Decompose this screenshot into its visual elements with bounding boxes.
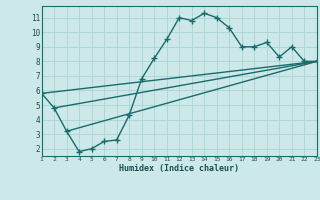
X-axis label: Humidex (Indice chaleur): Humidex (Indice chaleur) <box>119 164 239 173</box>
